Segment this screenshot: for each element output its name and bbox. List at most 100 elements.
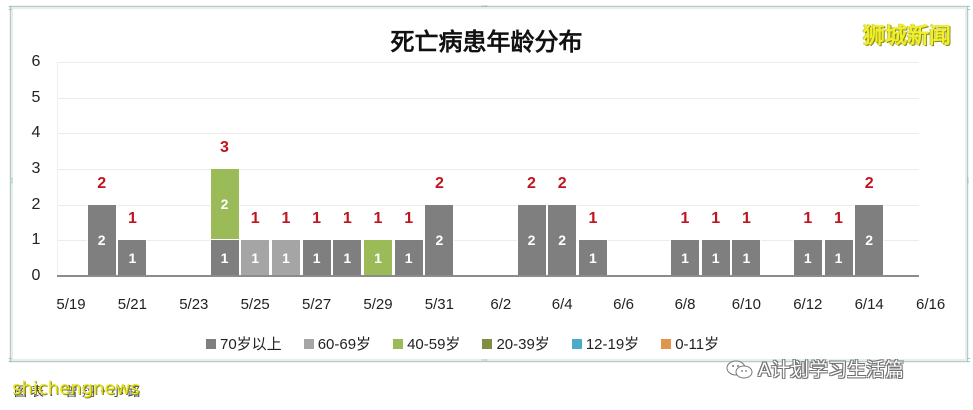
x-tick-label: 5/21 (117, 296, 147, 313)
bar-segment[interactable]: 2 (854, 204, 885, 276)
bar-total-label: 1 (741, 210, 751, 228)
x-tick-label: 6/12 (793, 296, 823, 313)
bar-segment[interactable]: 1 (823, 240, 854, 276)
resize-handle-bottom-right[interactable]: :: (966, 355, 972, 364)
x-tick-label: 6/10 (731, 296, 761, 313)
legend-swatch-icon (482, 338, 493, 349)
legend-item[interactable]: 70岁以上 (206, 333, 282, 354)
legend-swatch-icon (393, 338, 404, 349)
bar-total-label: 1 (342, 210, 352, 228)
x-tick-label: 6/4 (551, 296, 573, 313)
site-watermark: shichengnews (12, 378, 140, 399)
bar-segment[interactable]: 2 (86, 204, 117, 276)
chart-credit: 图表：曾翔•小路 (14, 385, 145, 400)
legend-swatch-icon (571, 338, 582, 349)
bar-total-label: 2 (527, 174, 536, 192)
bar-total-label: 2 (864, 174, 874, 192)
resize-handle-bottom[interactable]: ···· (481, 356, 488, 365)
gridline (57, 204, 919, 206)
gridline (57, 240, 919, 242)
legend-swatch-icon (661, 338, 672, 349)
gridline (57, 168, 919, 170)
bar-segment[interactable]: 1 (209, 240, 240, 276)
y-tick-label: 3 (31, 159, 41, 177)
bar-segment[interactable]: 2 (209, 168, 240, 241)
bar-total-label: 1 (711, 210, 721, 228)
y-tick-label: 0 (31, 267, 41, 284)
bar-segment[interactable]: 1 (670, 240, 700, 276)
resize-handle-right[interactable]: ···· (963, 177, 972, 184)
legend-item[interactable]: 60-69岁 (303, 333, 372, 354)
bar-segment[interactable]: 1 (792, 240, 823, 276)
x-tick-label: 6/16 (915, 296, 946, 313)
bar-total-label: 1 (281, 210, 291, 228)
bar-total-label: 2 (434, 174, 444, 192)
chart-frame[interactable]: ···· ···· ···· ···· :: :: :: :: (7, 2, 972, 365)
legend-label: 20-39岁 (496, 336, 550, 353)
bar-segment[interactable]: 1 (393, 240, 424, 276)
legend-label: 40-59岁 (407, 336, 461, 353)
bar-segment[interactable]: 1 (117, 240, 148, 276)
legend-item[interactable]: 20-39岁 (482, 333, 550, 354)
gridline (57, 133, 919, 135)
x-tick-label: 5/25 (240, 296, 270, 313)
gridline (57, 97, 919, 99)
brand-watermark: 狮城新闻 (862, 24, 951, 49)
bar-total-label: 2 (557, 174, 567, 192)
bar-segment[interactable]: 1 (363, 240, 393, 276)
bar-total-label: 1 (588, 210, 598, 228)
wechat-icon (726, 359, 753, 379)
y-tick-label: 5 (31, 88, 41, 106)
legend-swatch-icon (303, 338, 314, 349)
x-tick-label: 5/27 (301, 296, 332, 313)
resize-handle-top-left[interactable]: :: (8, 3, 13, 12)
x-tick-label: 5/31 (424, 296, 454, 313)
y-tick-label: 6 (31, 52, 41, 70)
legend-item[interactable]: 12-19岁 (571, 333, 640, 354)
wechat-watermark: A计划学习生活篇 (726, 355, 904, 382)
y-tick-label: 4 (31, 124, 41, 142)
legend: 70岁以上 60-69岁 40-59岁 20-39岁 12-19岁 0-11岁 (206, 333, 719, 354)
resize-handle-bottom-left[interactable]: :: (8, 355, 13, 364)
x-axis-baseline (57, 275, 919, 277)
x-tick-label: 6/8 (674, 296, 696, 313)
legend-label: 70岁以上 (220, 336, 282, 353)
legend-item[interactable]: 0-11岁 (661, 333, 719, 354)
resize-handle-top[interactable]: ···· (481, 2, 488, 11)
bar-total-label: 1 (803, 210, 813, 228)
legend-item[interactable]: 40-59岁 (393, 333, 460, 354)
legend-label: 60-69岁 (317, 336, 372, 353)
bar-segment[interactable]: 1 (700, 240, 731, 276)
bar-segment[interactable]: 1 (270, 240, 301, 276)
bar-total-label: 1 (404, 210, 414, 228)
bar-segment[interactable]: 1 (577, 240, 608, 276)
bar-total-label: 1 (834, 210, 843, 228)
bar-segment[interactable]: 1 (301, 240, 332, 276)
x-tick-label: 6/2 (490, 296, 512, 313)
bar-segment[interactable]: 2 (547, 204, 578, 276)
legend-swatch-icon (206, 338, 216, 349)
bar-total-label: 1 (312, 210, 322, 228)
x-tick-label: 6/6 (613, 296, 635, 313)
bar-segment[interactable]: 2 (424, 204, 455, 276)
wechat-account-name: A计划学习生活篇 (758, 359, 904, 381)
x-tick-label: 6/14 (854, 296, 884, 313)
x-tick-label: 5/19 (56, 296, 86, 313)
bar-total-label: 1 (373, 210, 383, 228)
bar-segment[interactable]: 1 (731, 240, 762, 276)
resize-handle-left[interactable]: ···· (7, 177, 16, 184)
x-tick-label: 5/23 (179, 296, 209, 313)
legend-label: 0-11岁 (675, 336, 720, 353)
bar-segment[interactable]: 2 (516, 204, 547, 276)
gridline (57, 61, 919, 63)
chart-title: 死亡病患年龄分布 (390, 28, 583, 56)
bar-total-label: 1 (680, 210, 690, 228)
resize-handle-top-right[interactable]: :: (966, 3, 972, 12)
bar-total-label: 1 (250, 210, 260, 228)
bar-segment[interactable]: 1 (240, 240, 271, 276)
bar-total-label: 2 (97, 174, 107, 192)
bar-segment[interactable]: 1 (332, 240, 363, 276)
legend-label: 12-19岁 (585, 336, 640, 353)
bar-total-label: 1 (127, 210, 137, 228)
bar-total-label: 3 (220, 138, 229, 156)
